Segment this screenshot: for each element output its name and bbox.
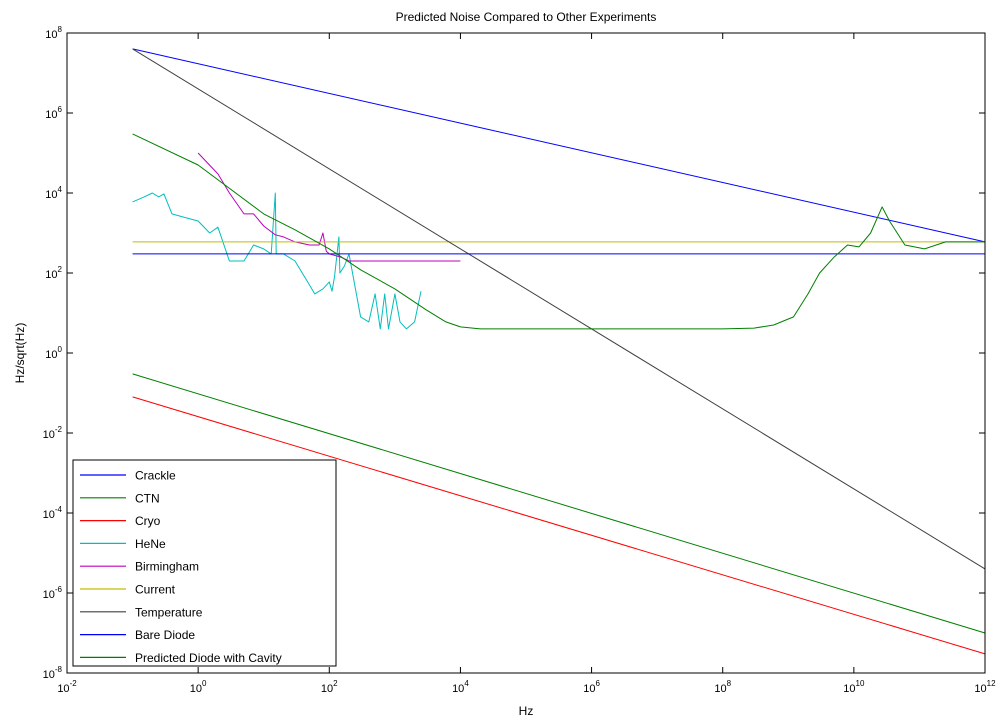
y-tick-label: 10-4 <box>43 505 63 521</box>
legend-label: Current <box>135 583 176 597</box>
x-tick-label-base: 10 <box>843 683 855 695</box>
x-tick-label: 10-2 <box>57 679 77 695</box>
y-tick-label-exponent: -6 <box>55 585 63 594</box>
x-tick-label: 100 <box>190 679 207 695</box>
x-tick-label-exponent: 6 <box>595 679 600 688</box>
x-tick-label-base: 10 <box>452 683 464 695</box>
y-tick-label: 108 <box>45 25 62 41</box>
legend-label: CTN <box>135 491 160 505</box>
series-layer <box>132 48 986 655</box>
series-line-ctn <box>132 373 986 634</box>
y-tick-label: 106 <box>45 105 62 121</box>
y-tick-label: 10-6 <box>43 585 63 601</box>
legend-label: Crackle <box>135 469 176 483</box>
legend: Crackle CTN Cryo HeNe Birmingham Current Tempe… <box>72 459 337 667</box>
x-tick-label-base: 10 <box>714 683 726 695</box>
x-tick-label-base: 10 <box>974 683 986 695</box>
legend-label: Bare Diode <box>135 628 195 642</box>
y-tick-label-base: 10 <box>45 109 57 121</box>
legend-label: Temperature <box>135 605 203 619</box>
y-tick-label-exponent: -2 <box>55 425 63 434</box>
x-tick-label-exponent: 8 <box>727 679 732 688</box>
legend-label: Predicted Diode with Cavity <box>135 651 282 665</box>
x-tick-label-base: 10 <box>321 683 333 695</box>
y-tick-label: 10-2 <box>43 425 63 441</box>
x-tick-label: 102 <box>321 679 338 695</box>
x-tick-label: 1012 <box>974 679 996 695</box>
x-tick-label-base: 10 <box>57 683 69 695</box>
y-tick-label-base: 10 <box>45 29 57 41</box>
y-tick-label-base: 10 <box>43 509 55 521</box>
legend-box <box>72 459 337 667</box>
x-tick-label-exponent: -2 <box>70 679 78 688</box>
x-tick-label-base: 10 <box>190 683 202 695</box>
x-tick-label-exponent: 2 <box>333 679 338 688</box>
y-tick-label-base: 10 <box>43 589 55 601</box>
series-line-predicted-diode-with-cavity <box>132 133 985 330</box>
x-axis-label: Hz <box>519 704 534 718</box>
y-tick-label-exponent: -4 <box>55 505 63 514</box>
x-tick-label: 108 <box>714 679 731 695</box>
y-tick-label-exponent: 0 <box>58 345 63 354</box>
series-line-birmingham <box>197 152 461 262</box>
y-tick-label-exponent: 4 <box>58 185 63 194</box>
legend-label: Cryo <box>135 514 161 528</box>
y-tick-label-exponent: 2 <box>58 265 63 274</box>
legend-label: Birmingham <box>135 560 199 574</box>
axes-box <box>66 32 986 674</box>
x-tick-label: 1010 <box>843 679 865 695</box>
x-tick-label: 106 <box>583 679 600 695</box>
y-tick-label-exponent: 8 <box>58 25 63 34</box>
tick-layer: 10-2 100 102 104 106 108 1010 101210-810-610-41… <box>43 25 996 695</box>
x-tick-label-exponent: 0 <box>202 679 207 688</box>
series-line-crackle <box>132 48 986 243</box>
y-axis-label: Hz/sqrt(Hz) <box>13 323 27 384</box>
x-tick-label-exponent: 10 <box>856 679 865 688</box>
y-tick-label-base: 10 <box>45 349 57 361</box>
y-tick-label-base: 10 <box>43 429 55 441</box>
y-tick-label: 104 <box>45 185 62 201</box>
y-tick-label-base: 10 <box>45 269 57 281</box>
y-tick-label: 102 <box>45 265 62 281</box>
x-tick-label: 104 <box>452 679 469 695</box>
x-tick-label-exponent: 4 <box>464 679 469 688</box>
y-tick-label-exponent: 6 <box>58 105 63 114</box>
legend-label: HeNe <box>135 537 166 551</box>
y-tick-label-base: 10 <box>45 189 57 201</box>
series-line-temperature <box>132 48 986 570</box>
x-tick-label-exponent: 12 <box>987 679 996 688</box>
chart-title: Predicted Noise Compared to Other Experi… <box>396 10 657 24</box>
y-tick-label-base: 10 <box>43 669 55 681</box>
series-line-cryo <box>132 396 986 655</box>
y-tick-label-exponent: -8 <box>55 665 63 674</box>
y-tick-label: 100 <box>45 345 62 361</box>
y-tick-label: 10-8 <box>43 665 63 681</box>
x-tick-label-base: 10 <box>583 683 595 695</box>
series-line-hene <box>132 192 422 330</box>
